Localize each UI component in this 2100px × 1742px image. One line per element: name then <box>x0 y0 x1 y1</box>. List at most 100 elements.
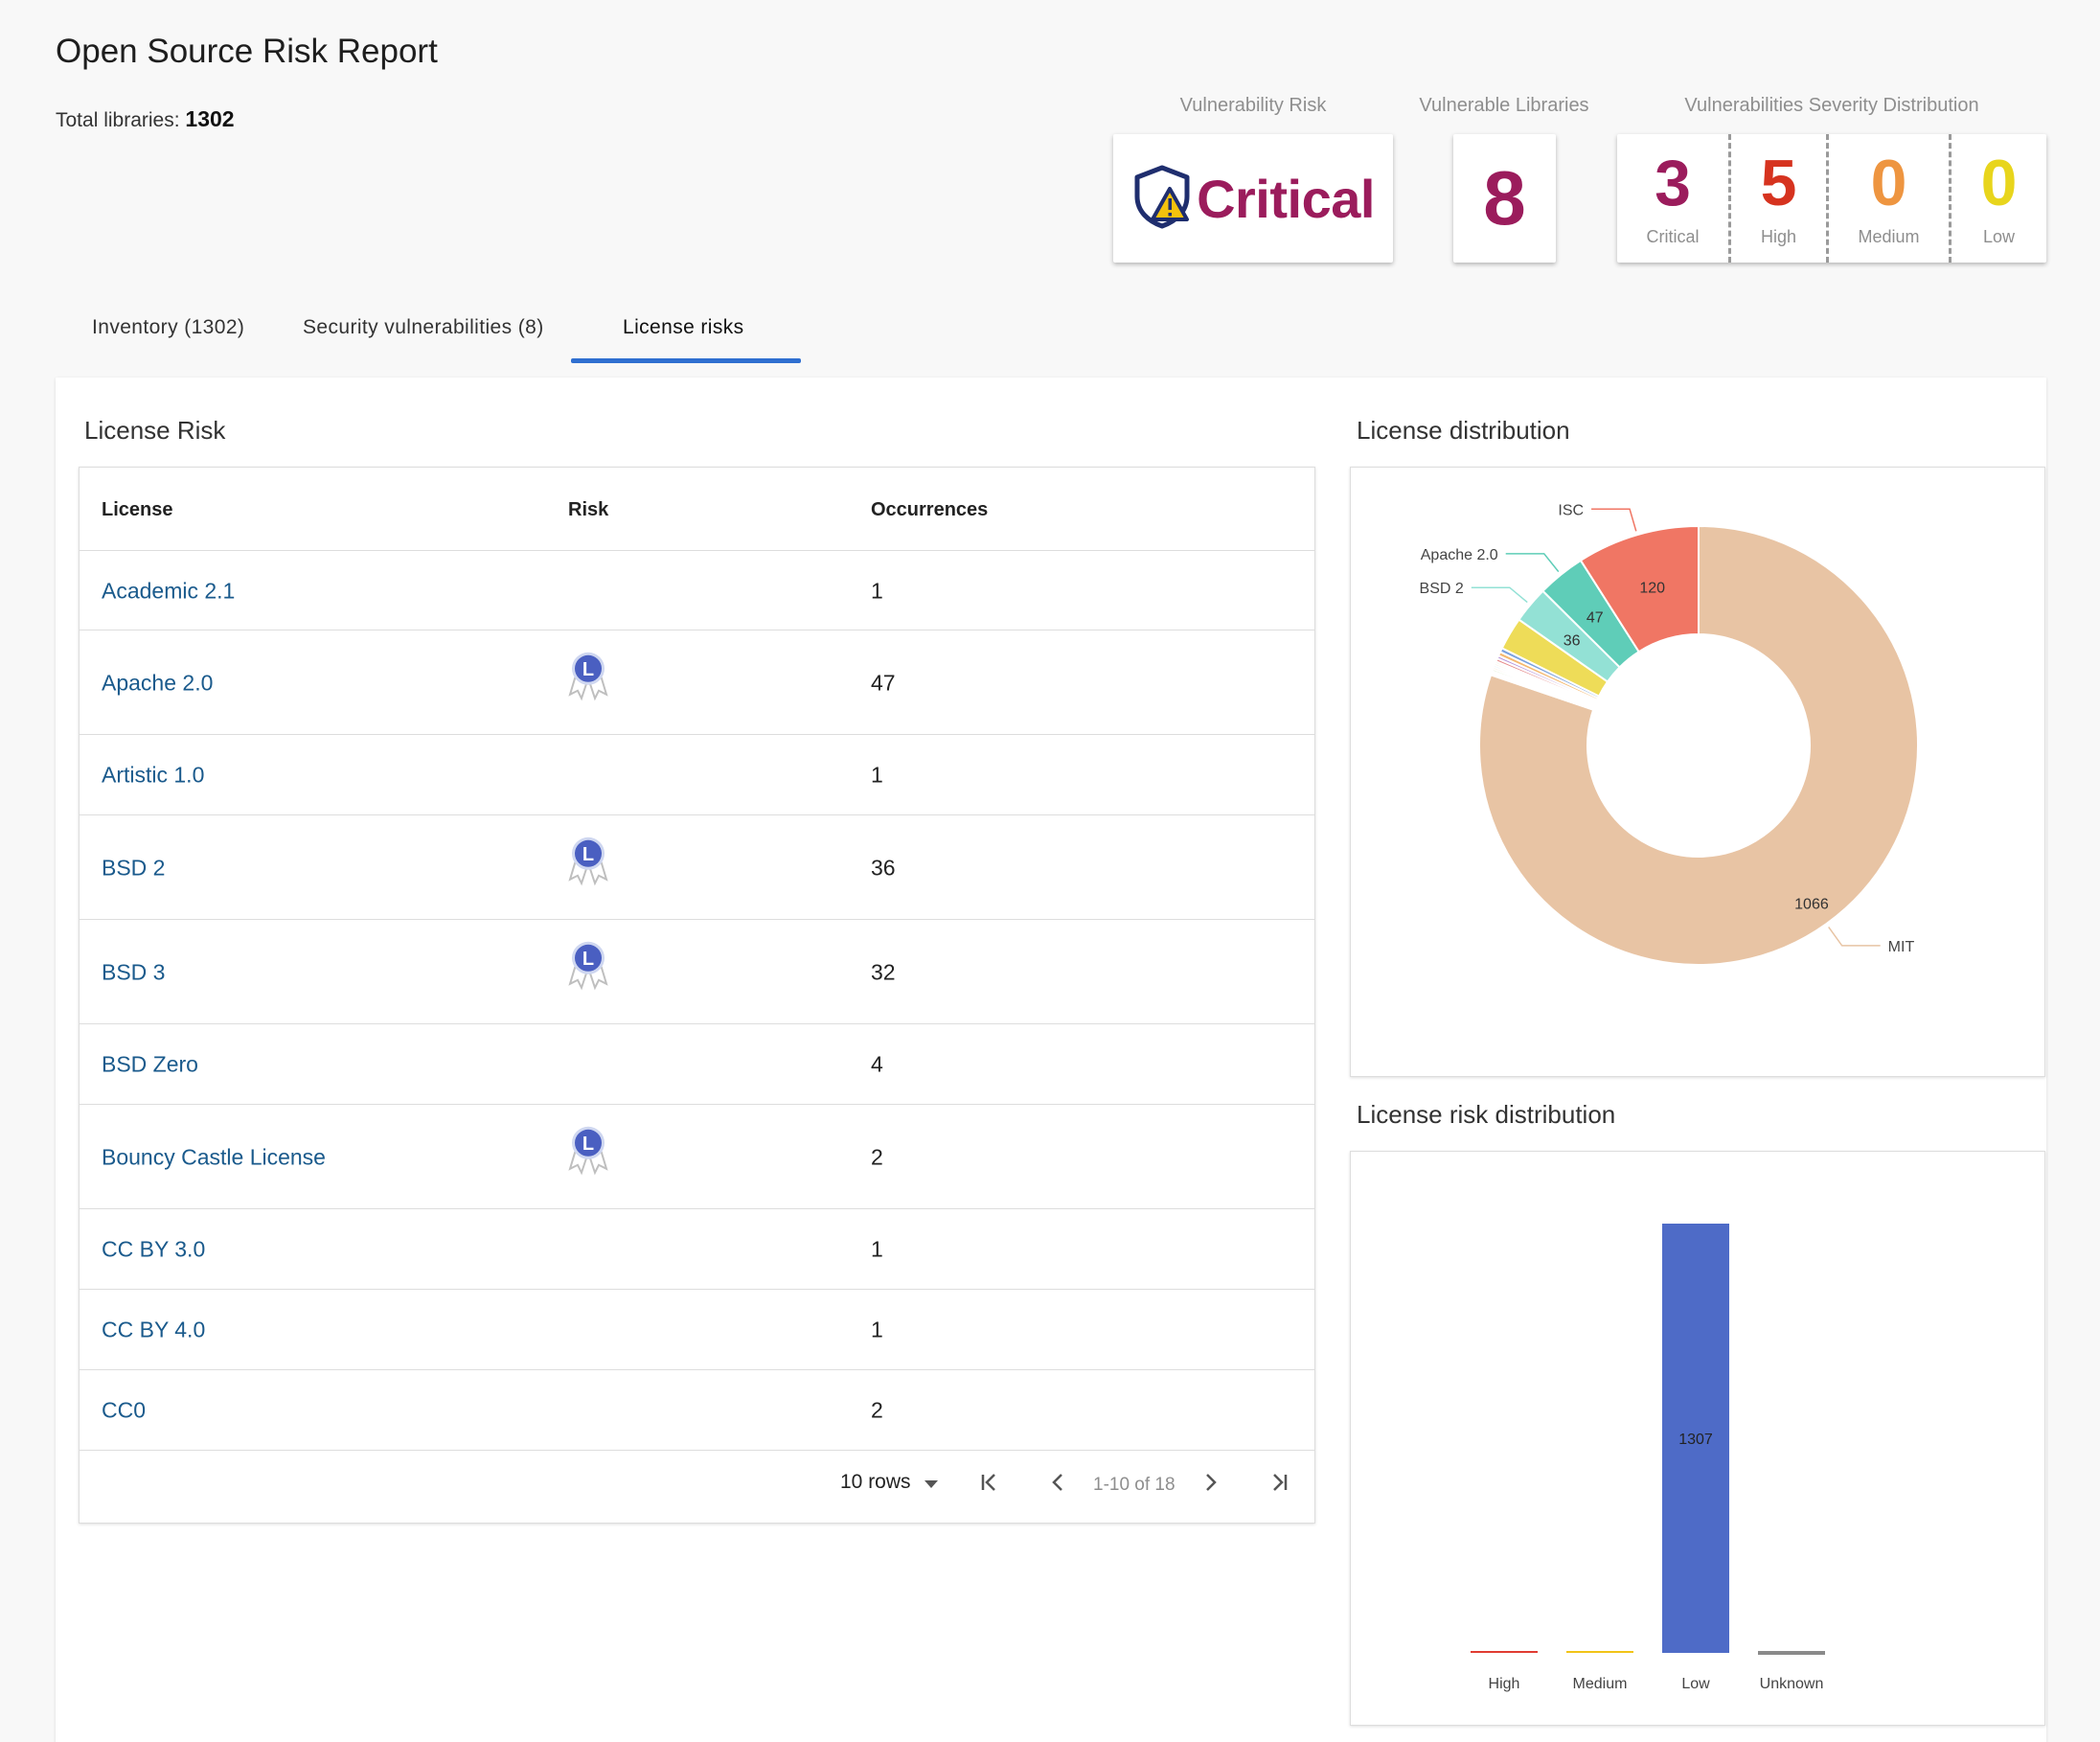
first-page-icon <box>979 1472 1000 1498</box>
table-row: BSD 2 L 36 <box>80 815 1314 920</box>
bar-unknown[interactable] <box>1758 1651 1825 1655</box>
low-risk-ribbon-icon: L <box>566 650 610 706</box>
risk-badge-letter: L <box>582 843 594 864</box>
occurrences-value: 36 <box>871 855 896 880</box>
column-header-license[interactable]: License <box>102 499 173 520</box>
low-risk-ribbon-icon: L <box>566 835 610 891</box>
bar-low[interactable] <box>1662 1224 1729 1653</box>
bar-category-label: Low <box>1681 1676 1710 1692</box>
bar-category-label: Medium <box>1573 1676 1628 1692</box>
column-header-occurrences[interactable]: Occurrences <box>871 499 989 520</box>
donut-leader-line <box>1591 508 1637 532</box>
occurrences-value: 2 <box>871 1397 883 1423</box>
pagination-range: 1-10 of 18 <box>1093 1475 1176 1495</box>
table-row: BSD Zero 4 <box>80 1024 1314 1105</box>
rows-per-page-select[interactable]: 10 rows <box>840 1471 938 1494</box>
severity-low-label: Low <box>1982 226 2016 246</box>
severity-low-count: 0 <box>1980 146 2018 219</box>
occurrences-value: 1 <box>871 1317 883 1342</box>
table-row: CC BY 3.0 1 <box>80 1209 1314 1290</box>
bar-high[interactable] <box>1471 1651 1538 1653</box>
severity-high-label: High <box>1760 226 1797 246</box>
tab-security-vulnerabilities[interactable]: Security vulnerabilities (8) <box>303 316 544 338</box>
severity-distribution-card: 3 Critical 5 High 0 Medium 0 Low <box>1617 134 2046 263</box>
donut-category-label: MIT <box>1888 939 1915 955</box>
page-title: Open Source Risk Report <box>56 33 438 70</box>
occurrences-value: 1 <box>871 578 883 603</box>
license-link[interactable]: BSD 2 <box>102 855 166 880</box>
previous-page-button[interactable] <box>1041 1467 1076 1501</box>
donut-slice-isc[interactable] <box>1579 524 1700 653</box>
column-header-risk[interactable]: Risk <box>568 499 609 520</box>
risk-badge-letter: L <box>582 658 594 679</box>
donut-leader-line <box>1505 553 1560 573</box>
donut-category-label: Apache 2.0 <box>1421 547 1498 563</box>
severity-critical-count: 3 <box>1655 146 1691 219</box>
vulnerability-risk-label: Vulnerability Risk <box>1179 95 1327 116</box>
vulnerability-risk-card: Critical <box>1113 134 1393 263</box>
table-row: Academic 2.1 1 <box>80 551 1314 630</box>
severity-high-count: 5 <box>1760 146 1797 219</box>
shield-warning-icon <box>1131 164 1195 234</box>
license-link[interactable]: CC BY 3.0 <box>102 1236 206 1262</box>
tab-inventory[interactable]: Inventory (1302) <box>92 316 245 338</box>
license-link[interactable]: Academic 2.1 <box>102 578 236 603</box>
vulnerable-libraries-value: 8 <box>1483 155 1526 241</box>
bar-value-label: 1307 <box>1678 1432 1713 1448</box>
bar-category-label: High <box>1489 1676 1520 1692</box>
table-row: Bouncy Castle License L 2 <box>80 1105 1314 1209</box>
license-link[interactable]: BSD Zero <box>102 1051 198 1077</box>
vulnerable-libraries-label: Vulnerable Libraries <box>1419 95 1589 116</box>
bar-medium[interactable] <box>1566 1651 1633 1653</box>
active-tab-indicator <box>571 358 801 363</box>
license-link[interactable]: Bouncy Castle License <box>102 1144 326 1169</box>
vulnerability-risk-value: Critical <box>1197 168 1375 229</box>
occurrences-value: 2 <box>871 1144 883 1169</box>
license-link[interactable]: CC0 <box>102 1397 147 1423</box>
license-risk-distribution-chart: High Medium 1307 Low Unknown <box>1350 1151 2045 1726</box>
license-distribution-chart: 1066 MIT 36 BSD 2 47 Apache 2.0 120 ISC <box>1350 467 2045 1077</box>
severity-medium-count: 0 <box>1870 146 1907 219</box>
severity-medium: 0 Medium <box>1826 134 1949 263</box>
license-distribution-title: License distribution <box>1357 416 1570 445</box>
low-risk-ribbon-icon: L <box>566 1124 610 1180</box>
rows-per-page-value: 10 rows <box>840 1471 911 1493</box>
chevron-left-icon <box>1048 1472 1069 1498</box>
license-link[interactable]: Artistic 1.0 <box>102 762 205 788</box>
license-link[interactable]: CC BY 4.0 <box>102 1317 206 1342</box>
donut-leader-line <box>1471 586 1528 604</box>
table-row: Artistic 1.0 1 <box>80 735 1314 815</box>
first-page-button[interactable] <box>972 1467 1007 1501</box>
donut-value-label: 120 <box>1639 580 1665 596</box>
table-row: Apache 2.0 L 47 <box>80 630 1314 735</box>
table-header: License Risk Occurrences <box>80 468 1314 551</box>
low-risk-ribbon-icon: L <box>566 939 610 996</box>
severity-distribution-label: Vulnerabilities Severity Distribution <box>1684 95 1979 116</box>
vulnerable-libraries-card: 8 <box>1453 134 1556 263</box>
license-link[interactable]: BSD 3 <box>102 959 166 984</box>
license-risk-distribution-svg: High Medium 1307 Low Unknown <box>1471 1224 1825 1692</box>
donut-slice-mit[interactable] <box>1478 524 1919 966</box>
license-link[interactable]: Apache 2.0 <box>102 670 214 695</box>
total-libraries-label: Total libraries: <box>56 109 180 131</box>
risk-badge-letter: L <box>582 1133 594 1154</box>
severity-critical: 3 Critical <box>1617 134 1728 263</box>
table-pagination: 10 rows 1-10 of 18 <box>80 1448 1314 1524</box>
license-distribution-svg: 1066 MIT 36 BSD 2 47 Apache 2.0 120 ISC <box>1420 502 1919 966</box>
next-page-button[interactable] <box>1193 1467 1227 1501</box>
total-libraries: Total libraries: 1302 <box>56 106 235 132</box>
risk-badge-letter: L <box>582 948 594 969</box>
license-risk-title: License Risk <box>84 416 226 445</box>
tab-license-risks[interactable]: License risks <box>623 316 744 338</box>
table-row: CC BY 4.0 1 <box>80 1290 1314 1370</box>
occurrences-value: 1 <box>871 762 883 788</box>
severity-critical-label: Critical <box>1646 226 1700 246</box>
last-page-icon <box>1268 1472 1290 1498</box>
donut-value-label: 1066 <box>1794 897 1829 913</box>
total-libraries-value: 1302 <box>185 106 235 131</box>
donut-category-label: ISC <box>1558 502 1584 518</box>
license-risk-distribution-title: License risk distribution <box>1357 1100 1616 1129</box>
table-row: BSD 3 L 32 <box>80 920 1314 1024</box>
severity-medium-label: Medium <box>1858 226 1920 246</box>
last-page-button[interactable] <box>1262 1467 1296 1501</box>
